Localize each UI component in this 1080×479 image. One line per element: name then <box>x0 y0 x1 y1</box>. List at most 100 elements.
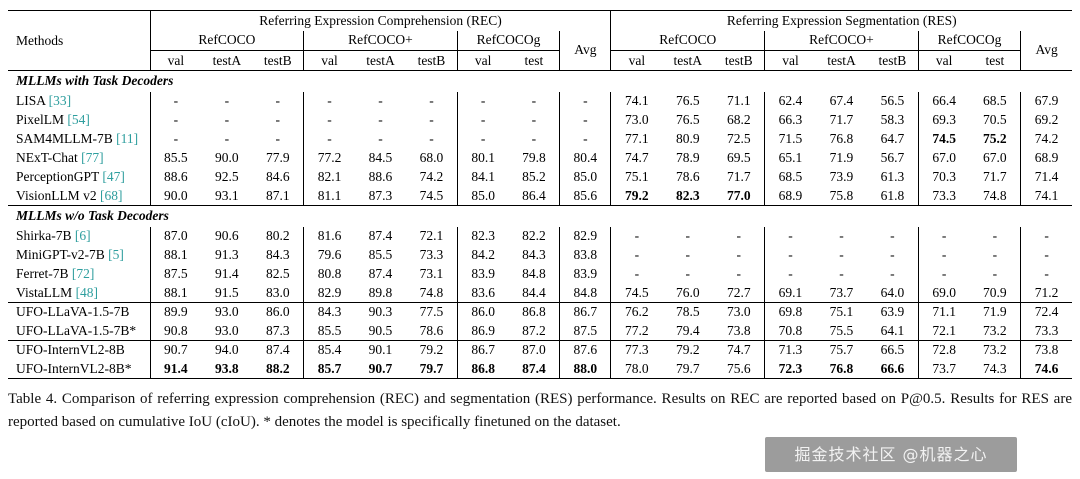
table-cell: 70.5 <box>983 112 1007 127</box>
table-cell: 71.7 <box>983 169 1007 184</box>
citation-link[interactable]: [48] <box>72 284 99 300</box>
table-cell: 75.5 <box>829 322 854 338</box>
table-cell: 82.3 <box>456 226 509 246</box>
table-cell: 79.2 <box>662 340 714 360</box>
table-cell: 74.8 <box>419 284 444 300</box>
method-name: VistaLLM [48] <box>8 284 150 303</box>
citation-link[interactable]: [6] <box>71 228 91 243</box>
method-label: VistaLLM <box>16 284 73 300</box>
table-cell: 85.0 <box>559 167 611 187</box>
table-cell: 86.4 <box>522 187 546 203</box>
table-cell: - <box>531 112 537 127</box>
table-cell: 80.9 <box>675 131 700 146</box>
table-cell: 68.9 <box>1020 148 1072 168</box>
rec-refcocoplus-header: RefCOCO+ <box>303 30 458 51</box>
table-cell: - <box>610 245 663 265</box>
table-cell: 72.7 <box>726 284 751 300</box>
table-cell: 88.6 <box>149 167 202 187</box>
citation-link[interactable]: [5] <box>104 247 124 262</box>
subcol-header: val <box>303 50 355 71</box>
table-cell: 77.3 <box>610 340 663 360</box>
table-cell: 87.4 <box>508 359 560 379</box>
table-cell: 75.1 <box>815 302 868 322</box>
table-cell: 84.2 <box>456 245 509 265</box>
table-cell: 68.5 <box>983 93 1007 108</box>
method-label: UFO-LLaVA-1.5-7B <box>16 304 130 320</box>
rec-refcocog-header: RefCOCOg <box>456 30 560 51</box>
table-cell: 84.5 <box>368 150 393 165</box>
table-cell: 76.8 <box>815 359 868 379</box>
table-cell: 87.5 <box>149 264 202 284</box>
method-name: NExT-Chat [77] <box>8 149 150 168</box>
table-cell: 90.0 <box>149 186 202 206</box>
table-body: MLLMs with Task Decoders LISA [33] - - - - - - -… <box>8 71 1072 379</box>
table-row: Shirka-7B [6] 87.0 90.6 80.2 81.6 87.4 72.1 82.… <box>8 226 1072 246</box>
citation-link[interactable]: [47] <box>99 169 125 184</box>
table-cell: 82.3 <box>675 187 700 203</box>
table-row: UFO-LLaVA-1.5-7B* 90.8 93.0 87.3 85.5 90.5 78.… <box>8 321 1072 341</box>
table-cell: 82.2 <box>522 228 546 243</box>
table-cell: 73.0 <box>610 110 663 130</box>
table-cell: - <box>917 245 970 265</box>
table-cell: - <box>224 93 230 108</box>
method-label: PixelLM <box>16 112 65 127</box>
citation-link[interactable]: [77] <box>77 150 104 165</box>
table-cell: - <box>610 264 663 284</box>
method-name: LISA [33] <box>8 92 150 111</box>
table-cell: - <box>429 131 434 146</box>
table-cell: 70.3 <box>917 167 970 187</box>
table-cell: 93.8 <box>201 359 253 379</box>
table-cell: 84.3 <box>265 247 290 262</box>
method-label: MiniGPT-v2-7B <box>16 247 105 262</box>
table-cell: 64.7 <box>880 131 905 146</box>
subcol-header: testB <box>406 50 458 71</box>
table-cell: 92.5 <box>215 169 239 184</box>
method-name: UFO-LLaVA-1.5-7B <box>8 302 150 322</box>
table-cell: 84.8 <box>522 266 546 281</box>
table-cell: 87.6 <box>559 340 611 360</box>
table-cell: 68.0 <box>419 150 444 165</box>
table-cell: 74.7 <box>713 340 765 360</box>
table-cell: - <box>1020 245 1072 265</box>
table-cell: 69.8 <box>764 302 816 322</box>
table-cell: 64.1 <box>880 322 905 338</box>
citation-link[interactable]: [33] <box>45 93 72 108</box>
table-cell: 73.0 <box>713 302 765 322</box>
table-cell: - <box>917 264 970 284</box>
table-cell: 84.3 <box>303 302 355 322</box>
table-row: LISA [33] - - - - - - - - -74.1 76.5 71.1 62.4 67.4 56… <box>8 91 1072 111</box>
citation-link[interactable]: [68] <box>96 187 123 203</box>
method-name: Shirka-7B [6] <box>8 227 150 246</box>
table-cell: 87.5 <box>559 321 611 341</box>
table-cell: 86.0 <box>252 302 304 322</box>
table-cell: 83.6 <box>456 283 509 303</box>
res-group-header: Referring Expression Segmentation (RES) <box>610 10 1072 31</box>
table-row: PixelLM [54] - - - - - - - - -73.0 76.5 68.2 66.3 71.… <box>8 110 1072 130</box>
table-cell: 66.3 <box>764 110 816 130</box>
table-cell: - <box>275 112 281 127</box>
citation-link[interactable]: [54] <box>64 112 90 127</box>
citation-link[interactable]: [11] <box>112 131 139 146</box>
table-cell: 74.5 <box>419 187 444 203</box>
table-cell: 88.1 <box>149 283 202 303</box>
table-cell: 93.1 <box>215 187 239 203</box>
table-cell: 82.9 <box>303 283 355 303</box>
table-cell: 86.0 <box>456 302 509 322</box>
table-cell: 76.5 <box>675 93 700 108</box>
citation-link[interactable]: [72] <box>68 266 95 281</box>
table-row: NExT-Chat [77] 85.5 90.0 77.9 77.2 84.5 68.0 80… <box>8 148 1072 168</box>
subcol-header: val <box>610 50 663 71</box>
table-cell: - <box>890 266 895 281</box>
table-cell: 84.4 <box>522 284 546 300</box>
method-label: UFO-InternVL2-8B* <box>16 360 132 376</box>
subcol-header: val <box>917 50 970 71</box>
table-cell: 83.9 <box>456 264 509 284</box>
table-cell: 72.5 <box>726 131 751 146</box>
table-cell: 73.1 <box>419 266 444 281</box>
method-name: PerceptionGPT [47] <box>8 168 150 187</box>
table-cell: - <box>1020 264 1072 284</box>
table-cell: 68.9 <box>764 186 816 206</box>
table-cell: 75.2 <box>983 131 1007 146</box>
table-cell: 70.9 <box>983 284 1007 300</box>
